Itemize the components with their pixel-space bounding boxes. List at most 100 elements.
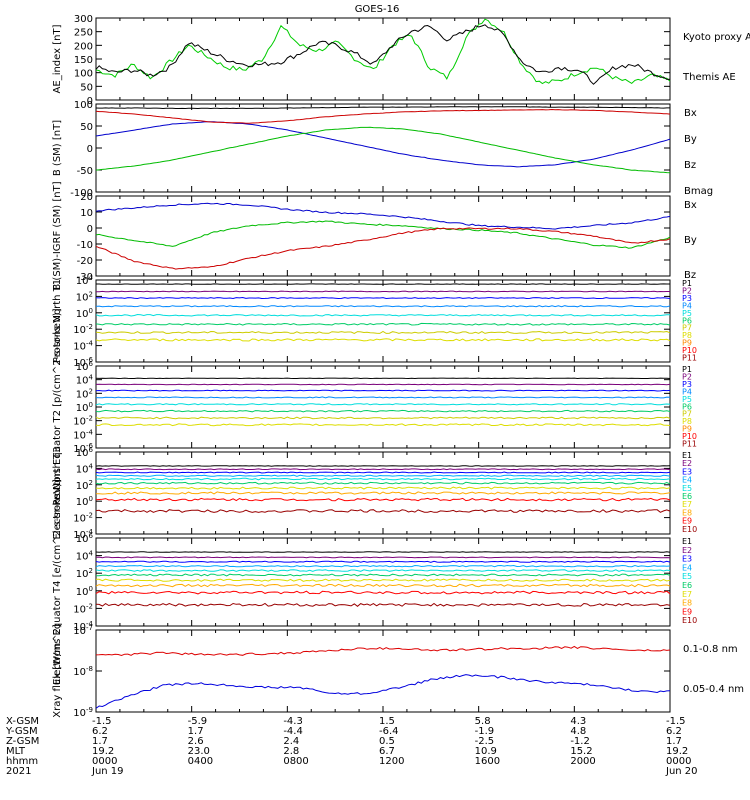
legend-entry: P5 xyxy=(682,309,692,318)
table-cell: -1.5 xyxy=(92,716,112,727)
y-tick-label: 100 xyxy=(76,495,93,508)
y-tick-label: 250 xyxy=(74,28,93,39)
table-cell: -2.5 xyxy=(475,736,495,747)
series-line-P6 xyxy=(95,409,671,413)
series-line-E7 xyxy=(95,578,671,582)
table-cell: 0000 xyxy=(92,756,117,767)
series-line-E9 xyxy=(95,497,671,502)
legend-entry: Bx xyxy=(684,200,697,211)
legend-entry: By xyxy=(684,235,697,246)
y-axis-label: Protons Equator T2 [p/(cm^2-s-sr-keV)] xyxy=(52,308,63,505)
y-axis-label: Protons North T1 xyxy=(52,279,63,363)
table-cell: -5.9 xyxy=(188,716,208,727)
legend: 0.1-0.8 nm 0.05-0.4 nm xyxy=(683,644,744,695)
y-axis-label: AE_index [nT] xyxy=(52,24,63,93)
y-tick-label: 10-4 xyxy=(73,528,93,541)
table-cell: 10.9 xyxy=(475,746,497,757)
y-tick-label: 102 xyxy=(76,479,93,492)
panel-7: 106 104 102 100 10-2 10-4 Electrons Equator T4… xyxy=(52,479,697,685)
series-line-E6 xyxy=(95,573,671,577)
table-row-label: MLT xyxy=(6,746,26,757)
table-row-label: Z-GSM xyxy=(6,736,39,747)
table-cell: -1.5 xyxy=(666,716,686,727)
series-line-P2 xyxy=(95,383,671,386)
series-line-P8 xyxy=(95,423,671,427)
legend-entry: Bx xyxy=(684,108,697,119)
legend-entry: E9 xyxy=(682,607,692,616)
legend-entry: P11 xyxy=(682,440,697,449)
panel-frame xyxy=(95,103,671,193)
legend-entry: E9 xyxy=(682,517,692,526)
y-tick-label: 10-4 xyxy=(73,620,93,633)
legend-entry: P11 xyxy=(682,354,697,363)
y-tick-label: 20 xyxy=(80,192,93,203)
table-cell: Jun 19 xyxy=(91,766,124,777)
legend-entry: P2 xyxy=(682,286,692,295)
series-line-E4 xyxy=(95,474,671,477)
legend-entry: Themis AE xyxy=(682,72,736,83)
legend-entry: P4 xyxy=(682,387,692,396)
table-cell: 0.5 xyxy=(379,736,395,747)
series-line-E5 xyxy=(95,569,671,572)
legend-entry: 0.05-0.4 nm xyxy=(683,684,744,695)
panel-1: 300 250 200 150 100 50 0 AE_index [nT] Kyoto pro… xyxy=(52,14,750,107)
table-cell: 1.7 xyxy=(188,726,204,737)
table-cell: -4.3 xyxy=(283,716,303,727)
legend-entry: P9 xyxy=(682,339,692,348)
table-cell: 1.7 xyxy=(666,736,682,747)
y-tick-label: 100 xyxy=(76,401,93,414)
series-line-P5 xyxy=(95,313,670,317)
table-cell: 2.6 xyxy=(188,736,204,747)
series-line-E2 xyxy=(95,468,671,471)
y-tick-label: 104 xyxy=(76,550,94,563)
legend-entry: By xyxy=(684,134,697,145)
y-tick-label: 100 xyxy=(74,100,93,111)
y-tick-label: 0 xyxy=(87,224,93,235)
series-line-E10 xyxy=(95,602,671,607)
y-axis-label: B (SM)-IGRF (SM) [nT] xyxy=(52,181,63,290)
series-line-E10 xyxy=(95,509,671,513)
legend-entry: E7 xyxy=(682,590,692,599)
table-cell: 0000 xyxy=(666,756,691,767)
panel-frame xyxy=(95,195,671,277)
y-tick-label: 104 xyxy=(76,374,94,387)
series-line-P3 xyxy=(95,296,671,300)
panel-frame xyxy=(95,17,671,101)
legend-entry: P10 xyxy=(682,346,697,355)
series-line-P5 xyxy=(95,403,671,406)
series-line-E2 xyxy=(95,556,671,559)
series-line-By xyxy=(95,126,671,174)
table-cell: 2.4 xyxy=(283,736,299,747)
series-line-Kyoto-proxy-AE xyxy=(95,18,671,85)
table-cell: 0800 xyxy=(283,756,308,767)
table-cell: 19.2 xyxy=(92,746,114,757)
legend-entry: E4 xyxy=(682,563,692,572)
table-cell: 4.8 xyxy=(570,726,586,737)
y-tick-label: -30 xyxy=(77,272,93,283)
series-line-E8 xyxy=(95,583,671,588)
table-cell: -1.2 xyxy=(570,736,590,747)
panel-frame xyxy=(95,629,671,713)
table-cell: 5.8 xyxy=(475,716,491,727)
y-tick-label: 200 xyxy=(74,41,93,52)
legend-entry: E2 xyxy=(682,459,692,468)
legend-entry: E3 xyxy=(682,467,692,476)
y-tick-label: 10-9 xyxy=(73,706,93,719)
table-cell: -6.4 xyxy=(379,726,399,737)
legend-entry: E6 xyxy=(682,492,692,501)
y-axis-label: B (SM) [nT] xyxy=(52,120,63,176)
series-line-0-1-0-8-nm xyxy=(95,645,671,657)
legend-entry: E2 xyxy=(682,546,692,555)
series-line-Bmag xyxy=(95,106,670,110)
series-line-E6 xyxy=(95,481,671,485)
legend-entry: P7 xyxy=(682,410,692,419)
series-line-0-05-0-4-nm xyxy=(95,674,671,709)
series-line-Bz xyxy=(95,108,671,124)
y-axis-label: Electrons Equator T4 [e/(cm^2-s-sr-keV)] xyxy=(52,479,63,685)
